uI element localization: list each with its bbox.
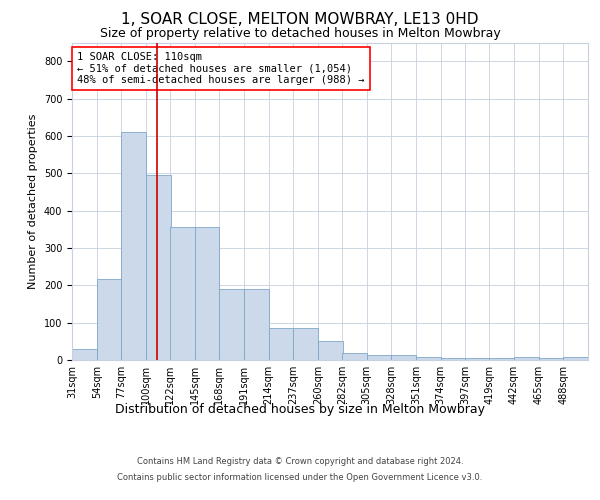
Bar xyxy=(514,357,539,360)
Bar xyxy=(416,357,441,360)
Bar xyxy=(244,289,269,360)
Bar xyxy=(97,278,121,360)
Bar xyxy=(219,289,244,360)
Bar xyxy=(170,228,194,360)
Bar xyxy=(367,355,391,360)
Bar xyxy=(489,358,514,360)
Text: Distribution of detached houses by size in Melton Mowbray: Distribution of detached houses by size … xyxy=(115,402,485,415)
Text: Size of property relative to detached houses in Melton Mowbray: Size of property relative to detached ho… xyxy=(100,28,500,40)
Bar xyxy=(146,175,171,360)
Bar xyxy=(391,355,416,360)
Text: 1, SOAR CLOSE, MELTON MOWBRAY, LE13 0HD: 1, SOAR CLOSE, MELTON MOWBRAY, LE13 0HD xyxy=(121,12,479,28)
Y-axis label: Number of detached properties: Number of detached properties xyxy=(28,114,38,289)
Bar xyxy=(441,358,466,360)
Text: Contains public sector information licensed under the Open Government Licence v3: Contains public sector information licen… xyxy=(118,472,482,482)
Bar xyxy=(563,357,588,360)
Bar xyxy=(342,352,367,360)
Bar xyxy=(269,328,293,360)
Bar xyxy=(293,328,318,360)
Bar xyxy=(194,228,219,360)
Bar xyxy=(539,358,563,360)
Bar xyxy=(466,358,490,360)
Text: 1 SOAR CLOSE: 110sqm
← 51% of detached houses are smaller (1,054)
48% of semi-de: 1 SOAR CLOSE: 110sqm ← 51% of detached h… xyxy=(77,52,365,85)
Bar xyxy=(318,342,343,360)
Bar xyxy=(121,132,146,360)
Text: Contains HM Land Registry data © Crown copyright and database right 2024.: Contains HM Land Registry data © Crown c… xyxy=(137,458,463,466)
Bar xyxy=(72,349,97,360)
